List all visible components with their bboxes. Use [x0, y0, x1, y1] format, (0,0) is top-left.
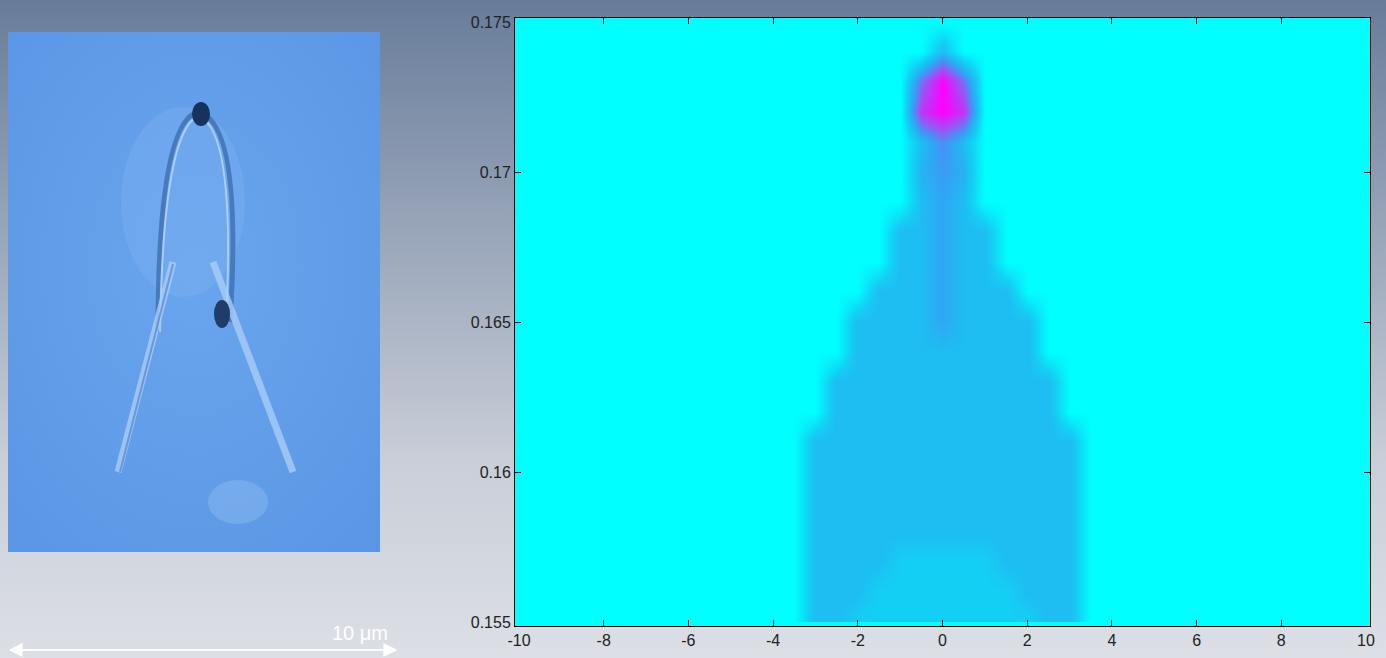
svg-text:0: 0 [938, 632, 947, 649]
svg-text:0.16: 0.16 [480, 464, 511, 481]
svg-text:-8: -8 [597, 632, 611, 649]
svg-text:-10: -10 [507, 632, 530, 649]
svg-text:0.155: 0.155 [471, 614, 511, 631]
svg-text:2: 2 [1023, 632, 1032, 649]
svg-text:6: 6 [1192, 632, 1201, 649]
svg-text:-4: -4 [766, 632, 780, 649]
svg-text:10: 10 [1357, 632, 1375, 649]
svg-text:0.17: 0.17 [480, 164, 511, 181]
svg-text:-2: -2 [851, 632, 865, 649]
svg-text:0.165: 0.165 [471, 314, 511, 331]
svg-text:10 μm: 10 μm [332, 622, 388, 644]
svg-text:4: 4 [1107, 632, 1116, 649]
svg-text:0.175: 0.175 [471, 14, 511, 31]
svg-text:8: 8 [1277, 632, 1286, 649]
svg-text:-6: -6 [681, 632, 695, 649]
